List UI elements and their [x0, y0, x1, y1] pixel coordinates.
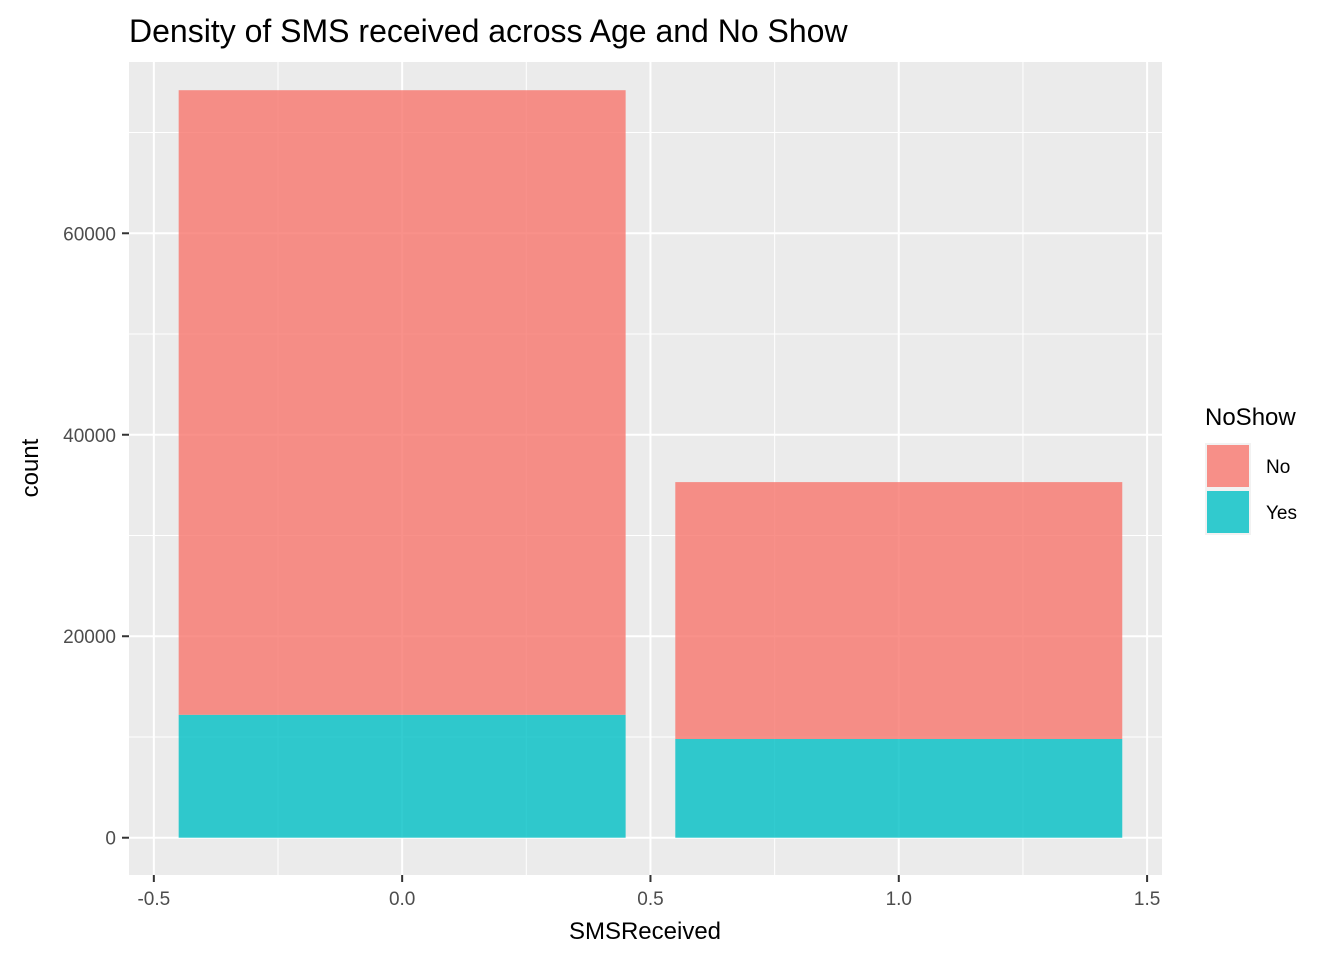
y-axis: 0 20000 40000 60000 — [63, 224, 129, 850]
chart-title: Density of SMS received across Age and N… — [129, 13, 848, 49]
legend-key-no — [1207, 445, 1249, 487]
bar-yes-0 — [178, 714, 626, 838]
legend-label-yes: Yes — [1266, 503, 1297, 524]
y-tick-label: 60000 — [63, 224, 116, 245]
x-tick-label: 0.5 — [637, 889, 663, 910]
bar-yes-1 — [675, 738, 1123, 838]
bar-no-0 — [178, 90, 626, 715]
legend-label-no: No — [1266, 457, 1290, 478]
x-axis: -0.5 0.0 0.5 1.0 1.5 — [137, 875, 1160, 910]
x-tick-label: 1.5 — [1134, 889, 1160, 910]
x-axis-title: SMSReceived — [569, 918, 721, 945]
legend: NoShow No Yes — [1205, 404, 1297, 535]
y-axis-title: count — [17, 438, 44, 497]
y-tick-label: 20000 — [63, 627, 116, 648]
x-tick-label: 1.0 — [886, 889, 912, 910]
legend-title: NoShow — [1205, 404, 1296, 431]
legend-key-yes — [1207, 491, 1249, 533]
bar-no-1 — [675, 482, 1123, 739]
y-tick-label: 40000 — [63, 426, 116, 447]
x-tick-label: -0.5 — [137, 889, 170, 910]
y-tick-label: 0 — [105, 829, 116, 850]
bars — [178, 90, 1123, 838]
x-tick-label: 0.0 — [389, 889, 415, 910]
